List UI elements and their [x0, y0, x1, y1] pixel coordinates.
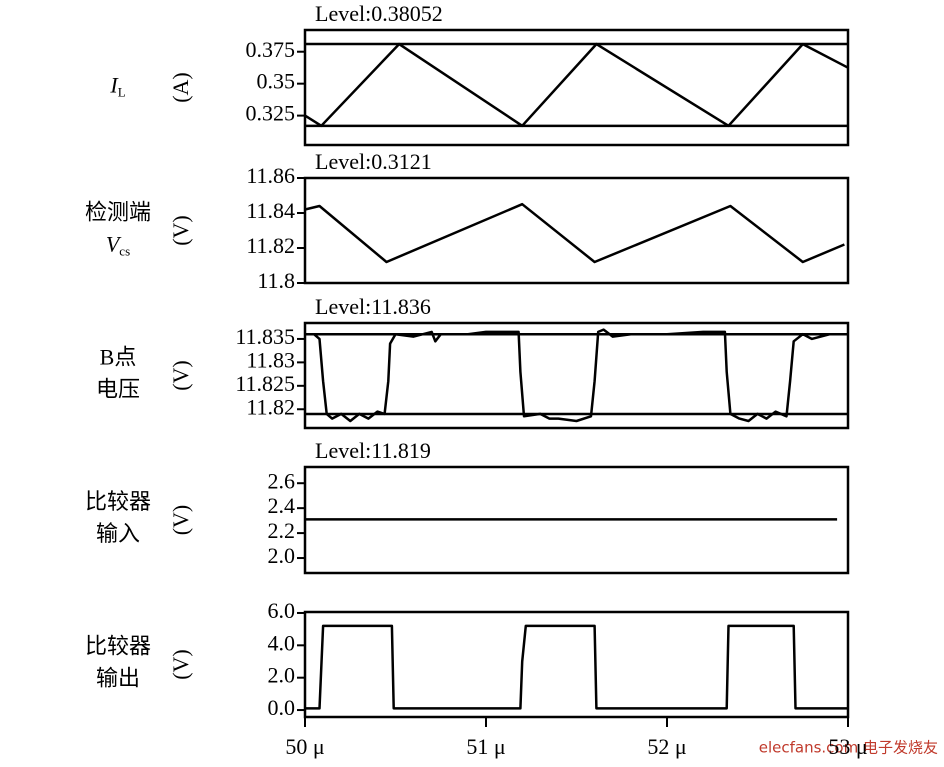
x-tick-label: 51 μ	[466, 734, 505, 759]
y-label: 输出	[96, 666, 140, 691]
x-tick-label: 53 μ	[828, 734, 867, 759]
y-tick-label: 2.0	[268, 543, 296, 568]
watermark: elecfans.com 电子发烧友	[759, 739, 938, 757]
signal-trace	[304, 42, 849, 128]
y-tick-label: 11.8	[257, 268, 295, 293]
y-tick-label: 0.375	[246, 37, 296, 62]
plot-frame	[303, 321, 850, 430]
x-tick-label: 52 μ	[647, 734, 686, 759]
y-unit: (V)	[168, 505, 193, 536]
y-label-text: 输出	[96, 666, 140, 691]
y-tick-label: 2.4	[268, 493, 296, 518]
y-tick-label: 4.0	[268, 630, 296, 655]
y-label: 比较器	[85, 489, 151, 514]
y-tick-label: 11.82	[246, 233, 295, 258]
y-tick-label: 11.83	[246, 347, 295, 372]
y-tick-label: 11.84	[246, 198, 295, 223]
y-label-text: 电压	[96, 377, 140, 402]
y-tick-label: 2.6	[268, 468, 296, 493]
y-label-text: 比较器	[85, 634, 151, 659]
panel-title: Level:11.819	[315, 438, 431, 463]
panel-title: Level:11.836	[315, 294, 431, 319]
x-tick-label: 50 μ	[285, 734, 324, 759]
y-label: B点	[100, 345, 137, 370]
y-unit: (V)	[168, 215, 193, 246]
plot-frame	[303, 610, 850, 719]
y-unit: (V)	[168, 649, 193, 680]
y-label-text: 输入	[96, 521, 140, 546]
signal-trace	[305, 624, 848, 710]
plot-frame	[303, 176, 850, 285]
plot-frame	[303, 28, 850, 147]
y-tick-label: 11.825	[235, 371, 295, 396]
y-tick-label: 6.0	[268, 598, 296, 623]
panel-title: Level:0.38052	[315, 1, 443, 26]
signal-trace	[305, 328, 848, 423]
y-label-text: I	[109, 73, 119, 98]
y-tick-label: 11.86	[246, 163, 295, 188]
y-tick-label: 11.835	[235, 324, 295, 349]
y-label: Vcs	[106, 232, 130, 259]
signal-trace	[304, 202, 845, 264]
y-label-text: V	[106, 232, 122, 257]
y-label-text: B点	[100, 345, 137, 370]
y-tick-label: 2.0	[268, 663, 296, 688]
y-label-sub: L	[118, 84, 126, 99]
y-tick-label: 0.0	[268, 695, 296, 720]
y-tick-label: 11.82	[246, 394, 295, 419]
y-label: IL	[109, 73, 125, 100]
y-tick-label: 0.35	[257, 69, 296, 94]
y-label-text: 检测端	[85, 200, 151, 225]
y-unit: (A)	[168, 72, 193, 103]
y-label: 检测端	[85, 200, 151, 225]
y-label: 电压	[96, 377, 140, 402]
y-label-sub: cs	[119, 243, 130, 258]
y-label-text: 比较器	[85, 489, 151, 514]
y-label: 比较器	[85, 634, 151, 659]
y-tick-label: 0.325	[246, 101, 296, 126]
y-unit: (V)	[168, 360, 193, 391]
panel-title: Level:0.3121	[315, 149, 432, 174]
y-label: 输入	[96, 521, 140, 546]
y-tick-label: 2.2	[268, 518, 296, 543]
